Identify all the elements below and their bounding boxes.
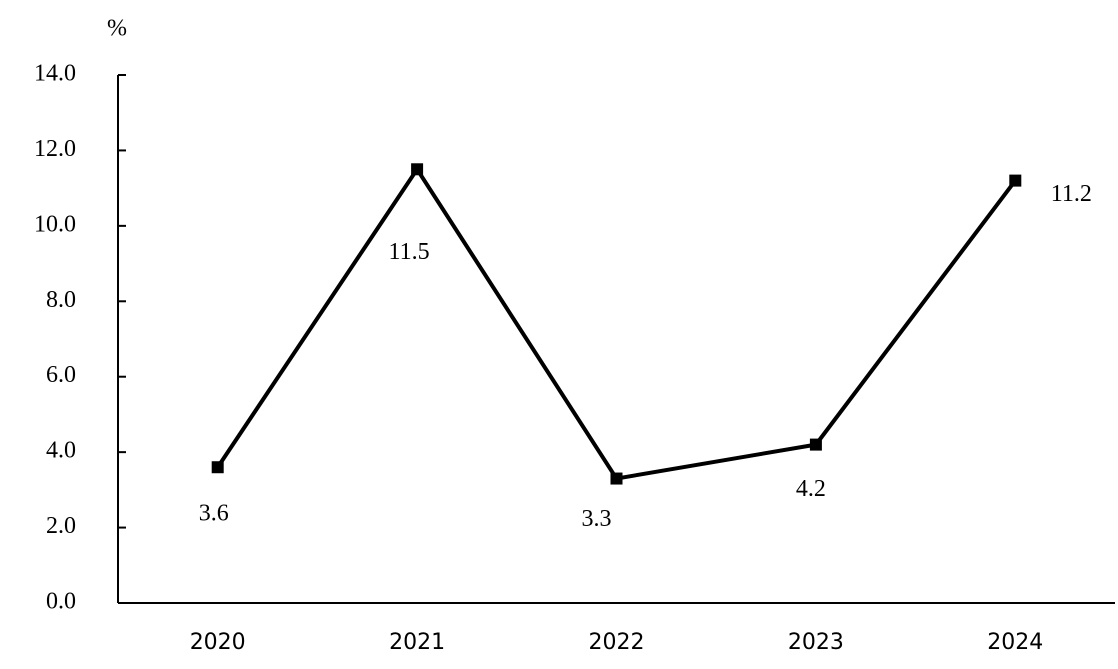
y-tick-label: 14.0 (34, 61, 76, 87)
y-tick-label: 6.0 (46, 362, 76, 388)
y-tick-label: 12.0 (34, 136, 76, 162)
x-tick-label: 2020 (190, 630, 246, 655)
x-tick-label: 2022 (589, 630, 645, 655)
x-tick-label: 2021 (389, 630, 445, 655)
x-tick-label: 2023 (788, 630, 844, 655)
y-tick-label: 8.0 (46, 287, 76, 313)
marker (411, 163, 424, 176)
y-tick-label: 2.0 (46, 513, 76, 539)
marker (610, 472, 623, 485)
data-label: 4.2 (796, 476, 826, 502)
x-tick-label: 2024 (987, 630, 1043, 655)
marker (211, 461, 224, 474)
y-tick-label: 4.0 (46, 438, 76, 464)
data-label: 3.3 (582, 506, 612, 532)
data-label: 3.6 (199, 501, 229, 527)
marker (809, 438, 822, 451)
data-label: 11.2 (1051, 181, 1092, 207)
y-tick-label: 10.0 (34, 211, 76, 237)
y-tick-label: 0.0 (46, 589, 76, 615)
marker (1009, 174, 1022, 187)
data-label: 11.5 (389, 239, 430, 265)
y-axis-label: % (107, 16, 127, 42)
